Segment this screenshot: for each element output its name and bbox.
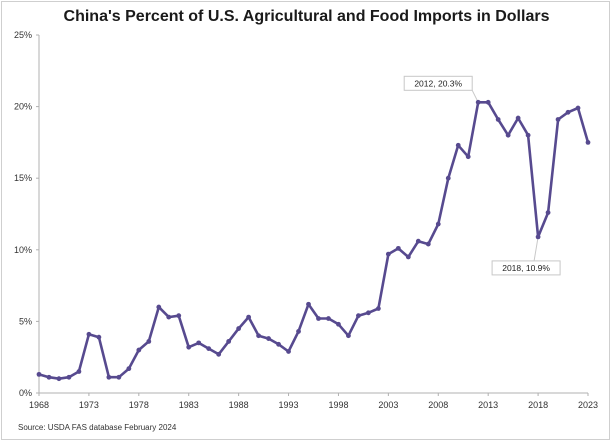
- data-point: [515, 115, 521, 121]
- y-tick-label: 20%: [14, 102, 32, 112]
- data-point: [266, 336, 271, 341]
- y-tick-label: 15%: [14, 173, 32, 183]
- x-tick-label: 2013: [478, 400, 498, 410]
- data-point: [455, 142, 461, 148]
- data-point: [565, 109, 571, 115]
- data-point: [375, 306, 381, 311]
- data-point: [535, 234, 541, 240]
- x-tick-label: 2023: [578, 400, 598, 410]
- chart-title: China's Percent of U.S. Agricultural and…: [63, 8, 550, 25]
- y-tick-label: 25%: [14, 30, 32, 40]
- data-point: [46, 374, 52, 380]
- data-point: [485, 99, 491, 105]
- data-point: [445, 175, 451, 181]
- x-tick-label: 1968: [29, 400, 49, 410]
- x-tick-label: 2003: [378, 400, 398, 410]
- data-point: [206, 346, 212, 352]
- data-point: [575, 105, 581, 111]
- data-point: [226, 339, 232, 344]
- x-tick-label: 1998: [328, 400, 348, 410]
- data-point: [555, 117, 561, 122]
- y-tick-label: 5%: [19, 316, 32, 326]
- data-point: [186, 344, 192, 350]
- series-line: [38, 101, 590, 381]
- data-point: [36, 371, 42, 377]
- data-point: [336, 321, 341, 327]
- chart-source: Source: USDA FAS database February 2024: [18, 423, 177, 432]
- annotation-box: [491, 260, 561, 276]
- data-point: [525, 132, 531, 138]
- data-point: [146, 339, 152, 344]
- x-tick-label: 1978: [129, 400, 149, 410]
- data-point: [435, 221, 441, 227]
- x-tick-label: 2018: [528, 400, 548, 410]
- data-point: [346, 333, 351, 339]
- x-tick-label: 1993: [279, 400, 299, 410]
- data-point: [56, 376, 62, 382]
- data-point: [425, 241, 431, 247]
- data-point: [116, 374, 122, 380]
- data-point: [86, 331, 92, 337]
- data-point: [166, 314, 172, 320]
- data-point: [585, 140, 591, 145]
- data-point: [395, 245, 401, 251]
- data-point: [106, 374, 112, 380]
- data-point: [475, 99, 481, 105]
- data-point: [236, 326, 242, 331]
- data-point: [196, 340, 202, 346]
- x-tick-label: 1983: [179, 400, 199, 410]
- data-point: [545, 210, 551, 215]
- data-point: [156, 304, 162, 310]
- x-tick-label: 2008: [428, 400, 448, 410]
- annotation-label: 2012, 20.3%: [414, 78, 462, 88]
- y-tick-label: 0%: [19, 388, 32, 398]
- data-point: [136, 347, 142, 353]
- data-point: [246, 314, 252, 320]
- annotation-box: [403, 75, 473, 91]
- data-point: [326, 316, 331, 321]
- x-tick-label: 1973: [79, 400, 99, 410]
- data-point: [126, 366, 132, 372]
- data-point: [356, 313, 361, 319]
- data-point: [276, 341, 281, 347]
- data-point: [405, 254, 411, 260]
- data-point: [76, 369, 82, 374]
- data-point: [385, 251, 391, 257]
- data-point: [415, 238, 421, 244]
- data-point: [216, 351, 222, 357]
- data-point: [505, 132, 511, 138]
- data-point: [176, 313, 182, 319]
- data-point: [286, 349, 291, 354]
- y-tick-label: 10%: [14, 245, 32, 255]
- data-point: [495, 117, 501, 122]
- annotation-leader: [533, 236, 539, 261]
- data-point: [465, 154, 471, 160]
- annotation-label: 2018, 10.9%: [502, 263, 550, 273]
- data-point: [96, 334, 102, 340]
- data-point: [66, 374, 72, 380]
- data-point: [306, 301, 311, 307]
- data-point: [296, 329, 301, 334]
- x-tick-label: 1988: [229, 400, 249, 410]
- data-point: [366, 310, 371, 316]
- data-point: [316, 316, 321, 321]
- data-point: [256, 333, 261, 339]
